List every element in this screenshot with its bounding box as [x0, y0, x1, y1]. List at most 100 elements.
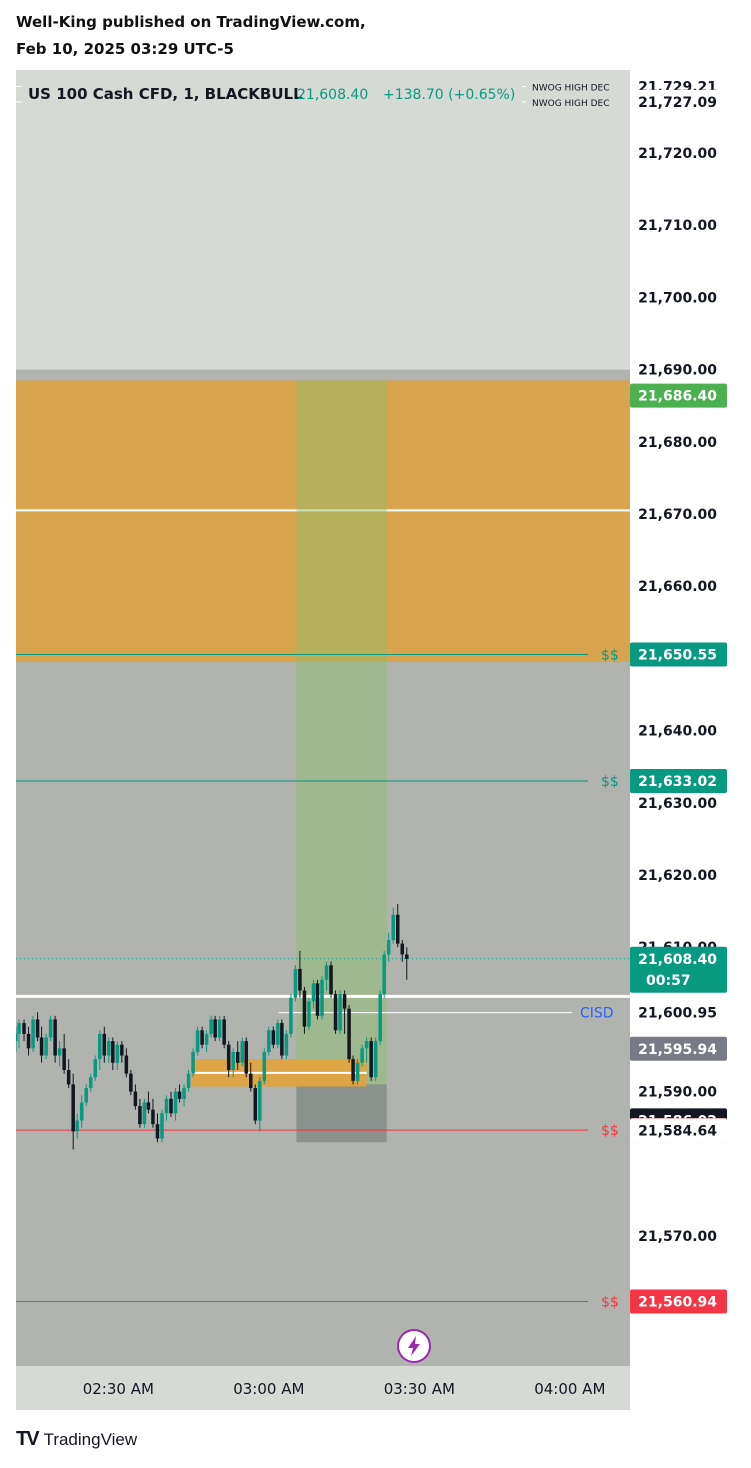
candle-body — [17, 1023, 21, 1034]
price-tick-label: 21,690.00 — [638, 363, 717, 379]
candle-body — [373, 1041, 378, 1078]
candle-body — [84, 1088, 88, 1103]
level-line-label: CISD — [580, 1006, 614, 1022]
candle-body — [102, 1033, 107, 1056]
candle-body — [280, 1023, 284, 1056]
price-label-badge[interactable] — [630, 383, 727, 408]
time-axis-background — [16, 1366, 630, 1410]
candle-body — [186, 1073, 191, 1089]
level-line-label: $$ — [601, 647, 619, 663]
candle-body — [302, 990, 307, 1027]
chart-legend: US 100 Cash CFD, 1, BLACKBULL 21,608.40 … — [22, 80, 522, 106]
price-tick-label: 21,570.00 — [638, 1229, 717, 1245]
candle-body — [169, 1098, 173, 1114]
footer-brand[interactable]: TV TradingView — [16, 1428, 137, 1451]
candle-body — [293, 968, 298, 998]
candle-body — [39, 1037, 44, 1056]
candle-body — [124, 1055, 129, 1074]
supply-orange-zone[interactable] — [16, 380, 630, 663]
candle-body — [342, 994, 347, 1009]
candle-body — [284, 1033, 289, 1056]
candle-body — [289, 997, 293, 1034]
price-label-text: 21,600.95 — [638, 1006, 717, 1022]
price-label-badge[interactable] — [630, 1118, 727, 1143]
candle-body — [311, 983, 316, 1002]
candles-layer — [16, 903, 409, 1150]
price-label-badge[interactable] — [630, 1000, 727, 1025]
candle-body — [93, 1059, 98, 1078]
time-tick-label: 03:30 AM — [384, 1380, 455, 1398]
legend-change: +138.70 (+0.65%) — [383, 87, 515, 103]
session-highlight-column[interactable] — [296, 380, 387, 1085]
price-tick-label: 21,630.00 — [638, 796, 717, 812]
candle-body — [48, 1019, 53, 1038]
candle-body — [307, 1001, 311, 1027]
level-line-label: $$ — [601, 1123, 619, 1139]
countdown-label: 00:57 — [646, 973, 691, 989]
candle-body — [347, 1008, 351, 1060]
session-low-box — [296, 1084, 387, 1143]
price-axis-background — [630, 70, 734, 1410]
publisher-line: Well-King published on TradingView.com, — [16, 13, 366, 31]
price-label-text: 21,595.94 — [638, 1042, 717, 1058]
level-line-label: NWOG HIGH DEC — [532, 84, 609, 94]
candle-body — [386, 940, 391, 955]
price-axis: 21,720.00 21,710.00 21,700.00 21,690.00 21,6… — [630, 70, 734, 1410]
candle-body — [213, 1019, 217, 1038]
candle-body — [62, 1048, 66, 1070]
level-line-label: $$ — [601, 774, 619, 790]
candle-body — [200, 1030, 204, 1045]
time-tick-label: 03:00 AM — [233, 1380, 304, 1398]
price-label-badge[interactable] — [630, 642, 727, 667]
candle-body — [324, 965, 329, 980]
candle-body — [151, 1109, 155, 1125]
candle-body — [204, 1033, 209, 1045]
candle-body — [298, 968, 302, 991]
price-chart[interactable]: NWOG HIGH DEC NWOG HIGH DEC $$ $$ $$ $$ CISD U… — [16, 70, 734, 1410]
candle-body — [57, 1048, 62, 1056]
level-line-label: $$ — [601, 1294, 619, 1310]
legend-background — [22, 80, 522, 106]
candle-body — [276, 1023, 280, 1045]
zones-layer — [16, 70, 630, 1366]
price-tick-label: 21,640.00 — [638, 724, 717, 740]
candle-body — [329, 965, 333, 995]
candle-body — [378, 994, 382, 1042]
candle-body — [217, 1019, 222, 1038]
candle-body — [253, 1088, 258, 1121]
candle-body — [177, 1091, 182, 1099]
candle-body — [107, 1041, 111, 1056]
price-label-badge[interactable] — [630, 1036, 727, 1061]
candle-body — [75, 1120, 79, 1132]
price-label-badge[interactable] — [630, 89, 727, 114]
candle-body — [391, 914, 395, 941]
price-label-text: 21,633.02 — [638, 774, 717, 790]
candle-body — [244, 1041, 249, 1074]
candle-body — [44, 1037, 48, 1056]
candle-body — [164, 1098, 169, 1114]
candle-body — [315, 983, 320, 1016]
time-axis: 02:30 AM 03:00 AM 03:30 AM 04:00 AM — [16, 1366, 630, 1410]
candle-body — [400, 943, 405, 955]
candle-body — [146, 1102, 151, 1110]
replay-button[interactable] — [397, 1329, 431, 1363]
lightning-icon — [408, 1336, 420, 1356]
price-label-text: 21,560.94 — [638, 1294, 717, 1310]
price-label-badge[interactable] — [630, 769, 727, 794]
candle-body — [240, 1041, 244, 1063]
candle-body — [333, 994, 338, 1031]
legend-symbol: US 100 Cash CFD, 1, BLACKBULL — [28, 85, 303, 103]
price-label-text: 21,608.40 — [638, 952, 717, 968]
price-label-text: 21,650.55 — [638, 647, 717, 663]
candle-body — [16, 1033, 18, 1042]
price-label-badge[interactable] — [630, 1289, 727, 1314]
candle-body — [364, 1041, 369, 1049]
candle-body — [222, 1019, 226, 1045]
candle-body — [369, 1041, 373, 1078]
candle-body — [258, 1080, 262, 1121]
footer-brand-text: TradingView — [43, 1429, 138, 1449]
candle-body — [262, 1051, 267, 1081]
price-label-badge[interactable] — [630, 946, 727, 993]
candle-body — [66, 1069, 71, 1085]
candle-body — [235, 1051, 240, 1063]
